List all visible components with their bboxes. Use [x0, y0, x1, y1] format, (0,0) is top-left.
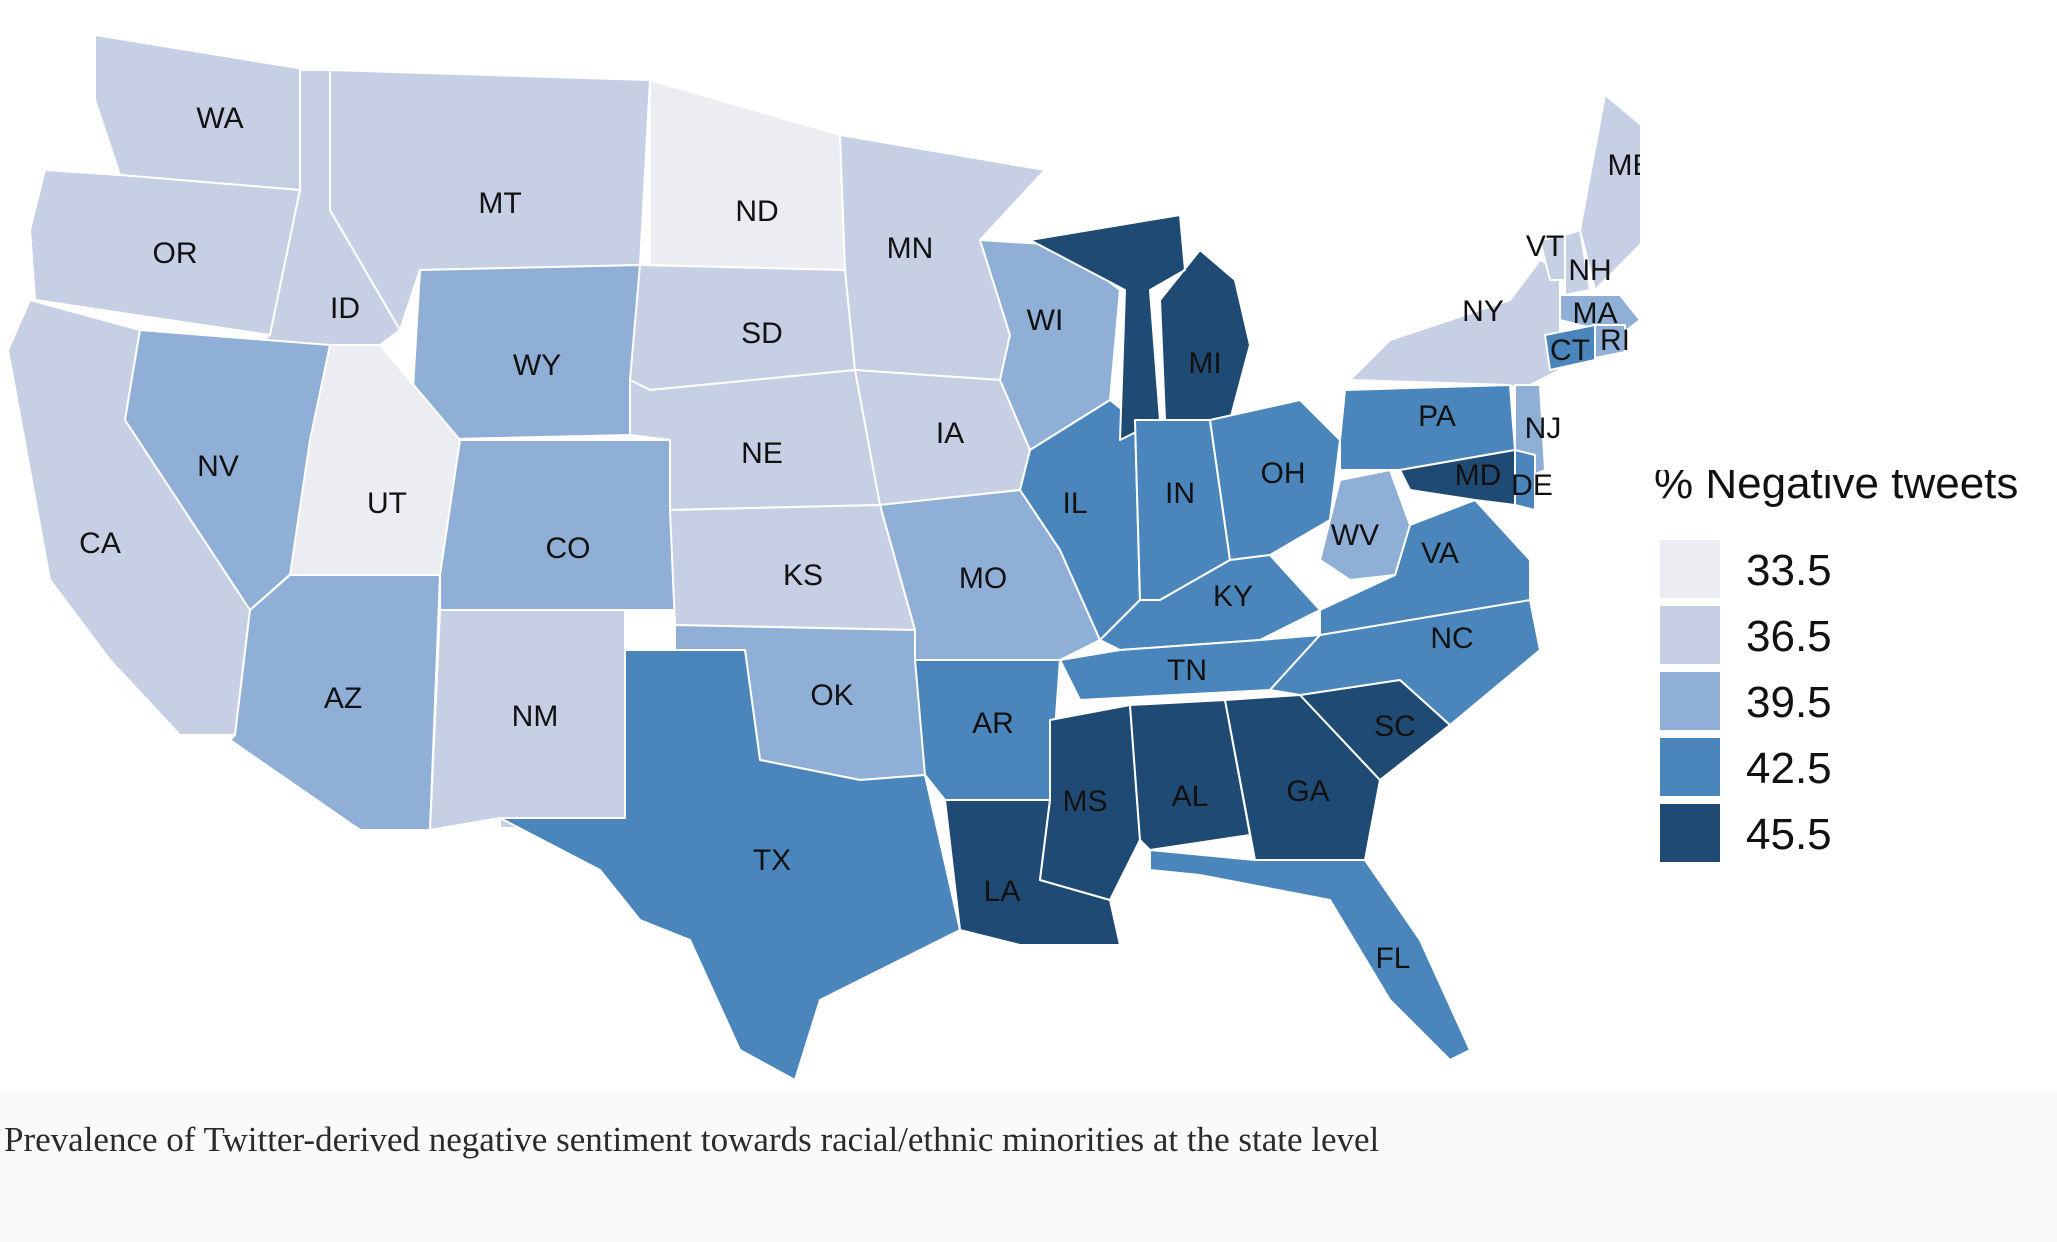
- state-label-de: DE: [1511, 469, 1553, 502]
- state-label-id: ID: [330, 292, 360, 325]
- legend-swatch-2: [1660, 672, 1720, 730]
- state-label-ne: NE: [741, 437, 783, 470]
- figure-caption: Prevalence of Twitter-derived negative s…: [4, 1120, 1380, 1159]
- state-label-il: IL: [1062, 487, 1087, 520]
- map-figure: WA OR CA ID NV MT WY UT AZ CO NM ND SD NE KS OK TX MN IA MO…: [7, 34, 2019, 1081]
- state-ct: [1544, 324, 1596, 371]
- state-label-ca: CA: [79, 527, 121, 560]
- state-label-nc: NC: [1430, 622, 1473, 655]
- legend-items: 33.5 36.5 39.5 42.5 45.5: [1660, 540, 1832, 862]
- state-label-ma: MA: [1573, 297, 1618, 330]
- state-label-in: IN: [1165, 477, 1195, 510]
- state-label-ar: AR: [972, 707, 1014, 740]
- state-label-ut: UT: [367, 487, 407, 520]
- state-label-wv: WV: [1331, 519, 1379, 552]
- state-label-mi: MI: [1188, 347, 1221, 380]
- legend-swatch-0: [1660, 540, 1720, 598]
- state-label-wa: WA: [196, 102, 243, 135]
- state-wv: [1319, 469, 1411, 581]
- state-label-ga: GA: [1286, 775, 1329, 808]
- state-label-tx: TX: [753, 844, 791, 877]
- legend-label-1: 36.5: [1746, 612, 1832, 661]
- state-label-wy: WY: [513, 349, 561, 382]
- state-ri: [1594, 324, 1626, 359]
- state-label-ks: KS: [783, 559, 823, 592]
- state-label-al: AL: [1172, 780, 1209, 813]
- state-label-sd: SD: [741, 317, 783, 350]
- state-label-ny: NY: [1462, 295, 1504, 328]
- state-label-nh: NH: [1568, 254, 1611, 287]
- state-label-md: MD: [1455, 459, 1502, 492]
- state-labels-layer: WA OR CA ID NV MT WY UT AZ CO NM ND SD NE KS OK TX MN IA MO…: [79, 102, 1640, 975]
- legend-swatch-3: [1660, 738, 1720, 796]
- state-label-nj: NJ: [1525, 412, 1562, 445]
- state-ga: [1224, 694, 1381, 861]
- state-label-ms: MS: [1063, 785, 1108, 818]
- states-layer: [7, 34, 1640, 1081]
- state-ny: [1349, 259, 1561, 391]
- state-label-ia: IA: [936, 417, 964, 450]
- state-nm: [429, 609, 626, 831]
- state-label-nm: NM: [512, 700, 559, 733]
- state-label-nv: NV: [197, 450, 239, 483]
- state-tx: [499, 649, 961, 1081]
- state-al: [1129, 699, 1251, 851]
- state-label-mt: MT: [478, 187, 521, 220]
- legend-label-0: 33.5: [1746, 546, 1832, 595]
- state-label-pa: PA: [1418, 400, 1456, 433]
- state-label-mn: MN: [887, 232, 934, 265]
- state-label-sc: SC: [1374, 710, 1416, 743]
- state-md: [1399, 449, 1516, 506]
- state-label-az: AZ: [324, 682, 362, 715]
- state-label-ok: OK: [810, 679, 853, 712]
- state-label-co: CO: [546, 532, 591, 565]
- legend-swatch-1: [1660, 606, 1720, 664]
- state-label-tn: TN: [1167, 654, 1207, 687]
- legend: % Negative tweets 33.5 36.5 39.5 42.5 45.5: [1654, 470, 2018, 862]
- state-label-mo: MO: [959, 562, 1007, 595]
- state-label-fl: FL: [1375, 942, 1410, 975]
- choropleth-map: WA OR CA ID NV MT WY UT AZ CO NM ND SD NE KS OK TX MN IA MO…: [7, 34, 1640, 1081]
- state-label-ct: CT: [1550, 334, 1590, 367]
- state-fl: [1149, 849, 1471, 1061]
- state-nh: [1564, 229, 1591, 296]
- state-label-or: OR: [153, 237, 198, 270]
- legend-title: % Negative tweets: [1654, 470, 2018, 508]
- state-label-oh: OH: [1261, 457, 1306, 490]
- state-label-va: VA: [1421, 537, 1459, 570]
- state-label-vt: VT: [1526, 230, 1564, 263]
- state-label-me: ME: [1608, 149, 1641, 182]
- legend-label-4: 45.5: [1746, 810, 1832, 859]
- state-co: [439, 439, 676, 611]
- state-label-ri: RI: [1600, 324, 1630, 357]
- state-label-wi: WI: [1027, 304, 1064, 337]
- state-az: [229, 574, 441, 831]
- legend-label-3: 42.5: [1746, 744, 1832, 793]
- state-me: [1579, 94, 1640, 291]
- legend-swatch-4: [1660, 804, 1720, 862]
- state-label-la: LA: [984, 875, 1021, 908]
- legend-label-2: 39.5: [1746, 678, 1832, 727]
- state-label-ky: KY: [1213, 580, 1253, 613]
- state-label-nd: ND: [735, 195, 778, 228]
- state-nd: [649, 79, 846, 271]
